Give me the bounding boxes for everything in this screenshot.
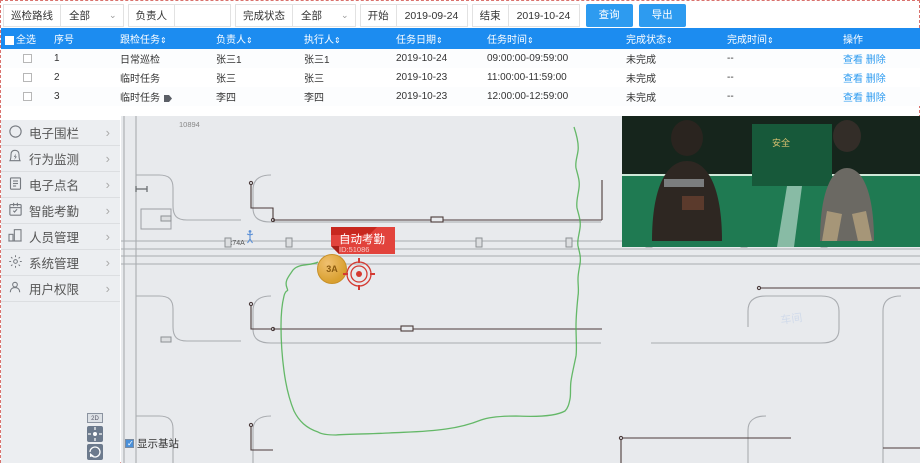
svg-text:车间: 车间 — [779, 310, 803, 327]
svg-text:10894: 10894 — [179, 120, 200, 129]
svg-text:ID:51086: ID:51086 — [339, 245, 369, 254]
svg-text:安全: 安全 — [772, 137, 790, 148]
